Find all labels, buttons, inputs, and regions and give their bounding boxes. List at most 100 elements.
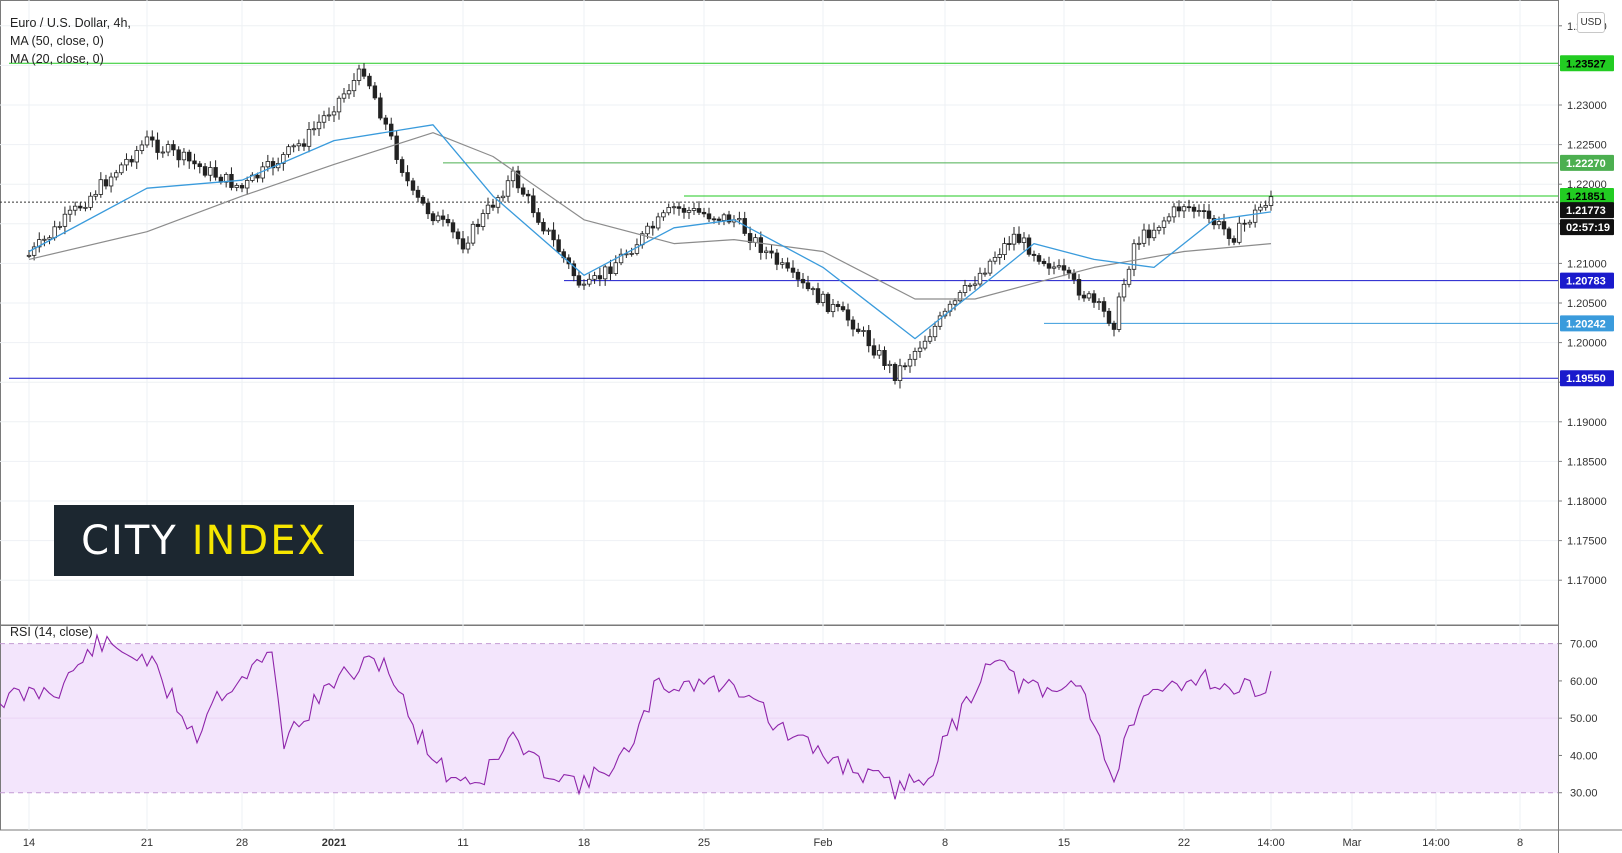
candle-body [124, 158, 129, 166]
price-tick-label: 1.20000 [1567, 338, 1607, 350]
candle [139, 140, 145, 155]
candle-body [510, 170, 516, 182]
candle-body [465, 242, 471, 250]
candle-body [676, 206, 682, 209]
candle [1007, 236, 1012, 251]
candle [1036, 252, 1042, 265]
candle-body [31, 246, 37, 256]
candle-body [72, 205, 78, 211]
candle-body [430, 213, 436, 222]
candle-body [701, 211, 707, 215]
candle-body [897, 365, 903, 381]
candle-body [1221, 221, 1227, 230]
candle [1106, 307, 1112, 327]
candle-body [88, 195, 93, 208]
candle [866, 324, 871, 353]
candle [840, 301, 846, 313]
candle-body [671, 206, 677, 209]
candle-body [1186, 206, 1192, 209]
candle-body [1258, 206, 1263, 211]
candle [815, 282, 821, 305]
price-tag-box [1560, 55, 1614, 72]
candle-body [1263, 205, 1268, 208]
candle [887, 360, 892, 374]
candle-body [223, 173, 229, 183]
candle [336, 95, 342, 120]
candle [1176, 200, 1182, 218]
candle-body [645, 225, 650, 235]
candle [1121, 278, 1127, 302]
candle-body [1136, 242, 1142, 245]
candle-body [825, 293, 831, 313]
candle [1071, 269, 1077, 285]
candle [144, 130, 150, 148]
price-tick-label: 1.17000 [1567, 575, 1607, 587]
time-tick-label: 14 [23, 837, 35, 849]
candle-body [1176, 206, 1182, 212]
candle [1076, 274, 1082, 301]
candle [763, 246, 769, 260]
candle [576, 270, 582, 288]
price-tag-label: 1.19550 [1566, 373, 1606, 385]
price-tag-label: 1.20783 [1566, 276, 1606, 288]
candle-body [967, 284, 973, 287]
currency-badge[interactable]: USD [1577, 12, 1605, 33]
candle-body [1121, 283, 1127, 298]
candle-body [763, 250, 769, 253]
candle-body [119, 164, 124, 174]
candle-body [546, 229, 551, 232]
candle-body [326, 114, 332, 117]
candle [405, 165, 410, 187]
candle [223, 172, 229, 188]
time-tick-label: 18 [578, 837, 590, 849]
candle-body [907, 358, 913, 367]
candle [1231, 235, 1237, 246]
price-tag-label: 1.21851 [1566, 191, 1606, 203]
candle-body [856, 328, 861, 332]
candle [192, 153, 197, 170]
candle [922, 335, 928, 351]
candle-body [536, 212, 541, 223]
candle-body [420, 196, 426, 204]
candle-body [618, 253, 624, 264]
candle [790, 260, 796, 279]
time-axis: 14 21 28 2021 11 18 25 Feb 8 15 22 14:00 Mar 14:00 8 [23, 837, 1523, 849]
candle-body [661, 212, 666, 218]
candle-body [747, 233, 753, 243]
candle [571, 260, 577, 282]
candle [410, 177, 416, 196]
candle-body [861, 330, 866, 332]
candle-body [1268, 196, 1274, 206]
candle [526, 189, 531, 204]
candle-body [866, 330, 871, 347]
candle-body [982, 272, 988, 275]
candle-body [490, 204, 496, 208]
candle [957, 290, 963, 304]
candle-body [440, 215, 446, 220]
rsi-axis: 70.00 60.00 50.00 40.00 30.00 [1558, 639, 1598, 800]
price-tick-label: 1.20500 [1567, 298, 1607, 310]
candle [108, 172, 114, 193]
price-tag-label: 02:57:19 [1566, 222, 1610, 234]
candle-body [356, 68, 362, 81]
price-tag: 1.21851 [1560, 188, 1614, 205]
candle-body [1141, 229, 1147, 244]
candle-body [912, 350, 918, 360]
candle [505, 175, 511, 202]
candle-body [526, 193, 531, 197]
candle-body [597, 275, 603, 280]
candle-body [405, 172, 410, 182]
candle [785, 257, 790, 272]
support-resistance-lines [0, 62, 1558, 379]
candle-body [286, 146, 291, 155]
candle [176, 146, 181, 168]
candle [244, 176, 250, 195]
candle [967, 282, 973, 292]
candle [301, 138, 307, 151]
logo-word-city: CITY [81, 517, 178, 564]
candle [1258, 203, 1263, 213]
candle [520, 183, 526, 197]
price-tag: 1.23527 [1560, 55, 1614, 72]
candle-body [500, 195, 506, 199]
